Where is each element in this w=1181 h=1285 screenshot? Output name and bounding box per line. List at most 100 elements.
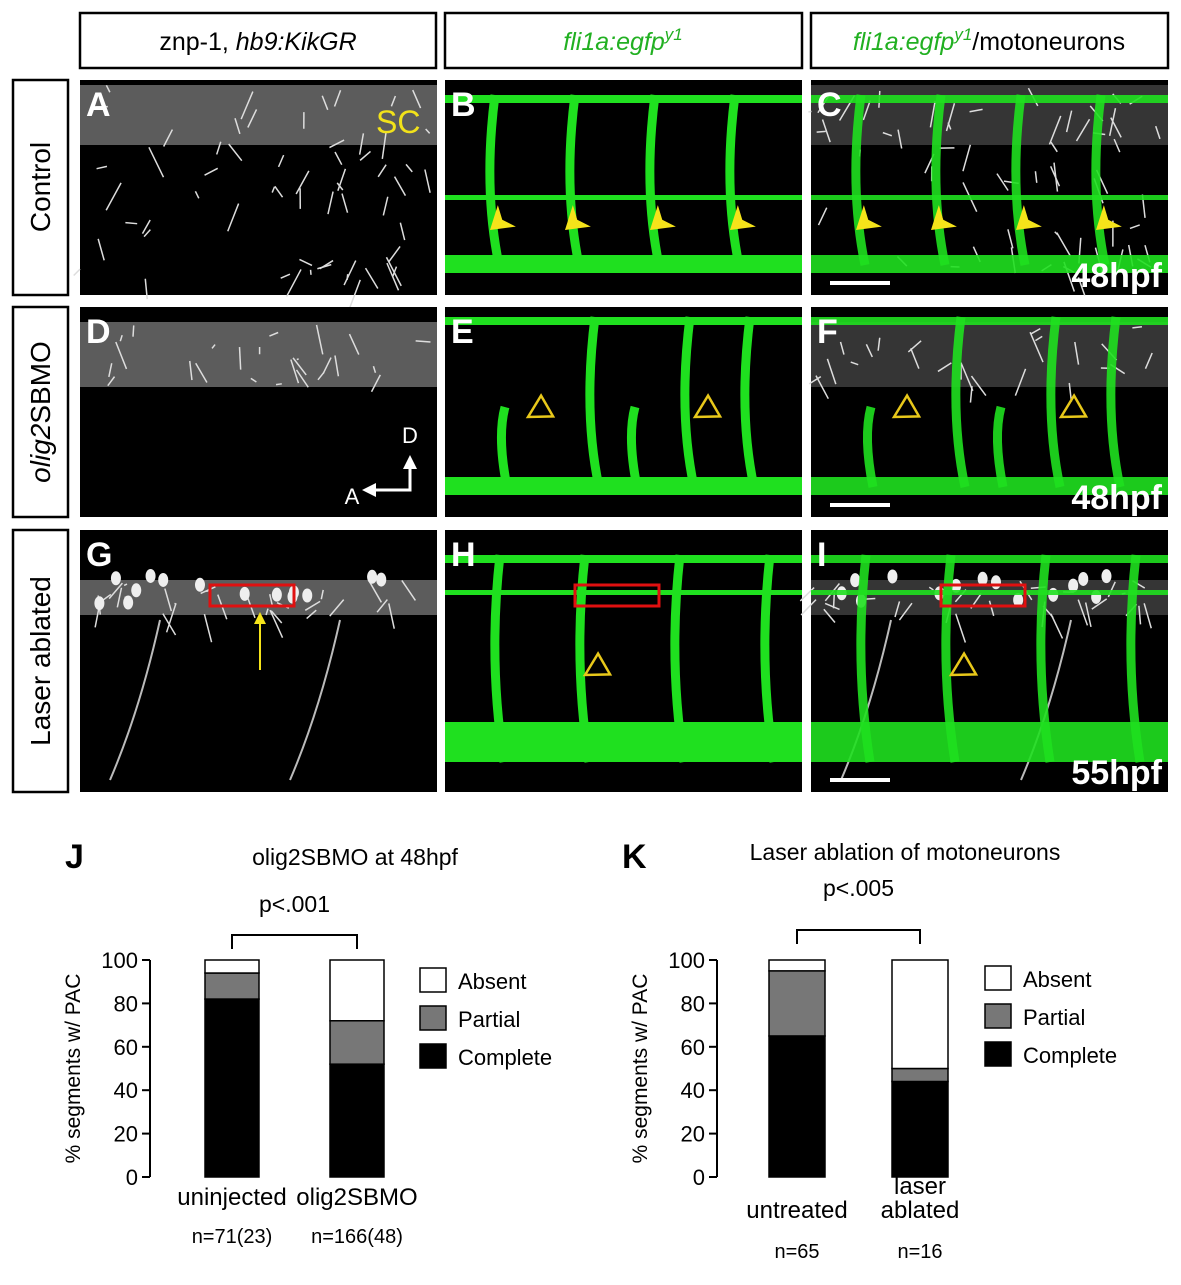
legend-swatch xyxy=(985,1042,1011,1066)
bar-segment xyxy=(330,1021,384,1064)
neuron-soma xyxy=(195,578,205,592)
x-tick-label: untreated xyxy=(746,1197,847,1224)
orientation-label: A xyxy=(345,484,360,509)
y-tick-label: 60 xyxy=(114,1035,138,1060)
legend-label: Absent xyxy=(1023,967,1092,992)
y-tick-label: 20 xyxy=(114,1122,138,1147)
neuron-soma xyxy=(887,569,897,583)
row-label-part: olig2 xyxy=(25,423,56,483)
neuron-soma xyxy=(123,596,133,610)
row-label: olig2SBMO xyxy=(25,341,56,483)
legend-swatch xyxy=(420,1006,446,1030)
time-label: 55hpf xyxy=(1071,754,1162,792)
panels xyxy=(74,80,1168,792)
y-tick-label: 100 xyxy=(101,948,138,973)
vessel xyxy=(631,407,637,487)
y-tick-label: 80 xyxy=(114,991,138,1016)
column-header: znp-1, hb9:KikGR xyxy=(159,28,356,56)
header-part: fli1a:egfp xyxy=(563,28,665,56)
neuron-soma xyxy=(376,573,386,587)
bar-segment xyxy=(892,1069,948,1082)
y-tick-label: 40 xyxy=(114,1078,138,1103)
neuron-soma xyxy=(272,588,282,602)
panel-letter: F xyxy=(817,313,838,351)
bar-segment xyxy=(205,999,259,1177)
neuron-soma xyxy=(991,575,1001,589)
neuron-soma xyxy=(1078,572,1088,586)
vessel xyxy=(811,195,1168,200)
legend-swatch xyxy=(985,1004,1011,1028)
header-part: y1 xyxy=(664,25,683,44)
n-label: n=65 xyxy=(774,1241,819,1263)
vessel xyxy=(445,477,802,495)
header-part: fli1a:egfp xyxy=(853,28,955,56)
panel-letter: H xyxy=(451,536,476,574)
legend-swatch xyxy=(420,968,446,992)
y-axis-label: % segments w/ PAC xyxy=(62,974,85,1164)
chart-letter: K xyxy=(622,838,647,876)
bar-segment xyxy=(769,1036,825,1177)
vessel xyxy=(445,255,802,273)
n-label: n=71(23) xyxy=(192,1226,273,1248)
row-label-part: Control xyxy=(25,142,56,232)
row-label-part: Laser ablated xyxy=(25,576,56,746)
row-label: Control xyxy=(25,142,56,232)
n-label: n=166(48) xyxy=(311,1226,403,1248)
y-tick-label: 100 xyxy=(668,948,705,973)
header-part: /motoneurons xyxy=(972,28,1125,56)
bar-segment xyxy=(892,960,948,1069)
legend-label: Complete xyxy=(458,1045,552,1070)
legend-label: Complete xyxy=(1023,1043,1117,1068)
panel-letter: I xyxy=(817,536,826,574)
legend-label: Partial xyxy=(1023,1005,1085,1030)
time-label: 48hpf xyxy=(1071,257,1162,295)
vessel xyxy=(445,195,802,200)
bar-segment xyxy=(205,960,259,973)
neuron-soma xyxy=(287,590,297,604)
panel-letter: E xyxy=(451,313,474,351)
chart-title: Laser ablation of motoneurons xyxy=(750,839,1061,865)
spinal-cord-label: SC xyxy=(376,104,420,140)
bar-segment xyxy=(769,971,825,1036)
vessel xyxy=(867,407,873,487)
y-tick-label: 80 xyxy=(681,991,705,1016)
panel-letter: G xyxy=(86,536,112,574)
header-part: y1 xyxy=(953,25,972,44)
header-part: znp-1, xyxy=(159,28,235,56)
row-label-part: SBMO xyxy=(25,341,56,423)
panel-letter: A xyxy=(86,86,111,124)
axon-fragment xyxy=(276,384,282,385)
vessel xyxy=(997,407,1003,487)
y-tick-label: 60 xyxy=(681,1035,705,1060)
vessel xyxy=(501,407,507,487)
axon-fragment xyxy=(817,131,826,132)
header-part: hb9:KikGR xyxy=(236,28,357,56)
y-tick-label: 40 xyxy=(681,1078,705,1103)
neuron-soma xyxy=(131,583,141,597)
row-label: Laser ablated xyxy=(25,576,56,746)
y-axis-label: % segments w/ PAC xyxy=(629,974,652,1164)
y-tick-label: 0 xyxy=(126,1165,138,1190)
bar-segment xyxy=(205,973,259,999)
axon-fragment xyxy=(347,274,348,280)
p-value: p<.005 xyxy=(823,875,894,901)
bar-segment xyxy=(892,1082,948,1177)
x-tick-label: olig2SBMO xyxy=(296,1184,417,1211)
column-header: fli1a:egfpy1/motoneurons xyxy=(853,25,1125,56)
vessel xyxy=(445,722,802,762)
chart-letter: J xyxy=(65,838,84,876)
legend-swatch xyxy=(420,1044,446,1068)
neuron-soma xyxy=(158,573,168,587)
neuron-soma xyxy=(367,570,377,584)
axon-fragment xyxy=(808,111,811,112)
neuron-soma xyxy=(146,569,156,583)
n-label: n=16 xyxy=(897,1241,942,1263)
panel-letter: D xyxy=(86,313,111,351)
p-value: p<.001 xyxy=(259,891,330,917)
y-tick-label: 0 xyxy=(693,1165,705,1190)
y-tick-label: 20 xyxy=(681,1122,705,1147)
bar-segment xyxy=(330,960,384,1021)
neuron-soma xyxy=(1101,569,1111,583)
micrograph xyxy=(80,530,437,792)
